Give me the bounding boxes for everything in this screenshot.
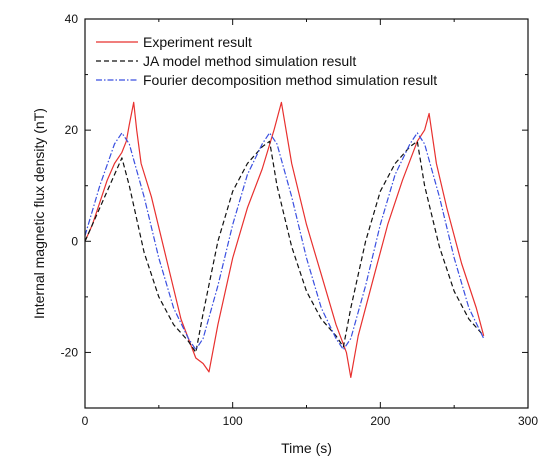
series-line-3	[85, 132, 485, 351]
x-tick-label: 0	[82, 414, 89, 428]
x-axis-title: Time (s)	[281, 440, 332, 456]
x-tick-label: 300	[518, 414, 538, 428]
legend-label-1: Experiment result	[143, 34, 252, 50]
x-tick-label: 200	[370, 414, 390, 428]
axes: 0 100 200 300 -20 0 20 40	[61, 12, 539, 428]
y-tick-label: 40	[65, 12, 79, 26]
legend: Experiment result JA model method simulat…	[96, 34, 437, 88]
y-tick-label: 20	[65, 123, 79, 137]
y-axis-title: Internal magnetic flux density (nT)	[31, 108, 47, 319]
y-tick-label: 0	[71, 234, 78, 248]
plot-area	[85, 101, 485, 378]
y-tick-label: -20	[61, 345, 79, 359]
legend-label-3: Fourier decomposition method simulation …	[143, 72, 437, 88]
series-group	[85, 101, 485, 378]
series-line-2	[85, 140, 485, 353]
x-tick-label: 100	[223, 414, 243, 428]
legend-label-2: JA model method simulation result	[143, 53, 356, 69]
